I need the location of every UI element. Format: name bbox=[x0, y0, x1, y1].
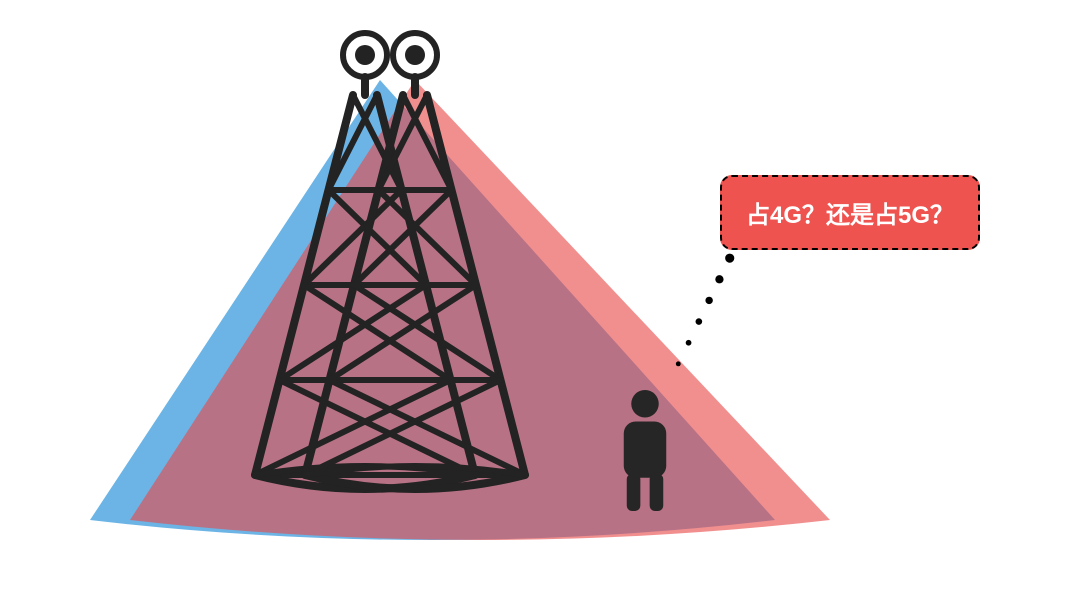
speech-bubble: 占4G？还是占5G？ bbox=[720, 175, 980, 250]
speech-tail-dots bbox=[676, 254, 734, 367]
diagram-canvas bbox=[0, 0, 1080, 590]
speech-text: 占4G？还是占5G？ bbox=[746, 202, 954, 229]
